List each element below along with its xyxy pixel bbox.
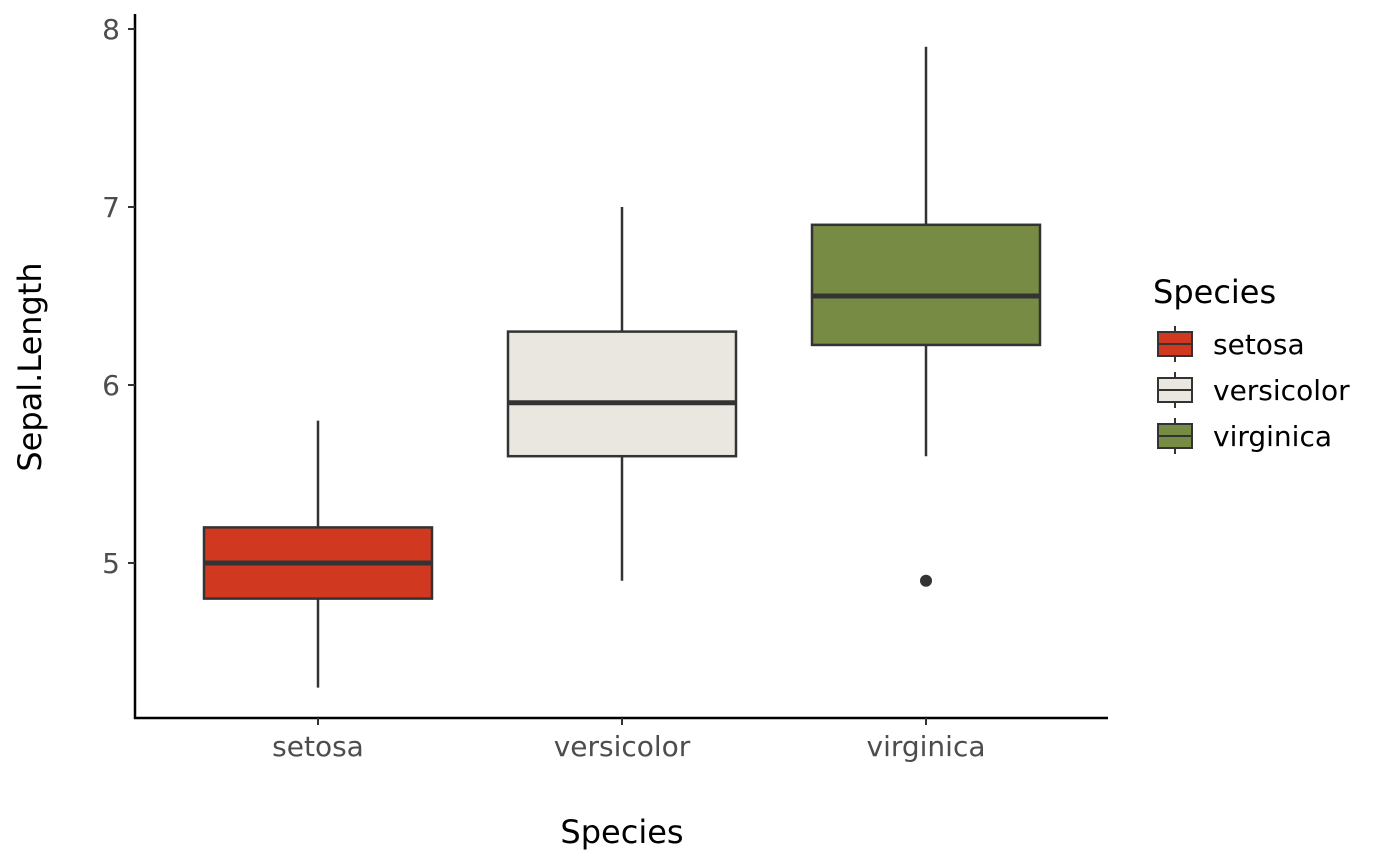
y-tick-label: 6 (102, 369, 120, 402)
axes: 5 6 7 8 setosa versicolor virginica (102, 13, 1108, 763)
y-axis-title: Sepal.Length (11, 262, 49, 471)
box-setosa (202, 420, 434, 688)
y-tick-label: 8 (102, 13, 120, 46)
y-tick-label: 5 (102, 547, 120, 580)
box-body (810, 223, 1042, 347)
x-tick-label: versicolor (554, 730, 691, 763)
legend: Species setosa versicolor virginica (1153, 273, 1350, 454)
legend-title: Species (1153, 273, 1276, 311)
legend-label: virginica (1213, 420, 1332, 453)
outlier-point (920, 574, 932, 587)
box-body (506, 330, 738, 458)
legend-item-versicolor: versicolor (1157, 372, 1350, 408)
legend-label: setosa (1213, 328, 1305, 361)
y-tick-label: 7 (102, 191, 120, 224)
x-tick-label: virginica (867, 730, 986, 763)
legend-item-setosa: setosa (1157, 326, 1305, 362)
x-axis-title: Species (560, 813, 683, 851)
legend-item-virginica: virginica (1157, 418, 1332, 454)
x-tick-label: setosa (272, 730, 364, 763)
box-virginica (810, 46, 1042, 587)
box-versicolor (506, 207, 738, 581)
legend-label: versicolor (1213, 374, 1350, 407)
plot-area (202, 46, 1042, 688)
